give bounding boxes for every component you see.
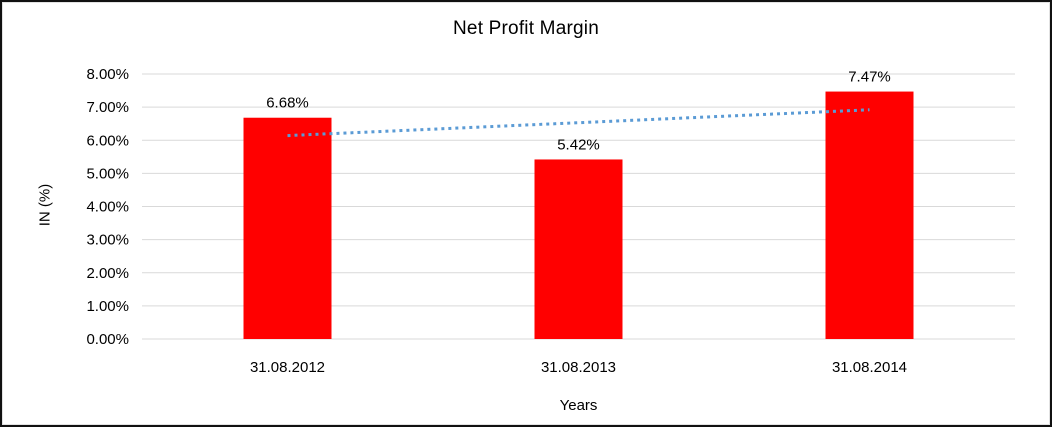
x-tick-label: 31.08.2012: [250, 359, 325, 376]
y-tick-label: 5.00%: [86, 165, 129, 182]
y-tick-label: 7.00%: [86, 99, 129, 116]
y-tick-label: 1.00%: [86, 298, 129, 315]
bar: [825, 91, 914, 340]
bar: [243, 117, 332, 339]
bar: [534, 159, 623, 339]
y-tick-label: 8.00%: [86, 66, 129, 83]
y-tick-label: 3.00%: [86, 232, 129, 249]
x-tick-label: 31.08.2013: [541, 359, 616, 376]
bar-value-label: 6.68%: [266, 95, 309, 112]
bar-value-label: 7.47%: [848, 69, 891, 86]
y-tick-label: 0.00%: [86, 331, 129, 348]
bar-value-label: 5.42%: [557, 136, 600, 153]
y-tick-label: 4.00%: [86, 199, 129, 216]
trendline: [287, 108, 870, 138]
y-tick-label: 6.00%: [86, 132, 129, 149]
y-tick-label: 2.00%: [86, 265, 129, 282]
x-tick-label: 31.08.2014: [832, 359, 907, 376]
x-axis-title: Years: [559, 397, 598, 414]
y-axis-title: IN (%): [36, 183, 54, 227]
chart-title: Net Profit Margin: [453, 18, 599, 39]
